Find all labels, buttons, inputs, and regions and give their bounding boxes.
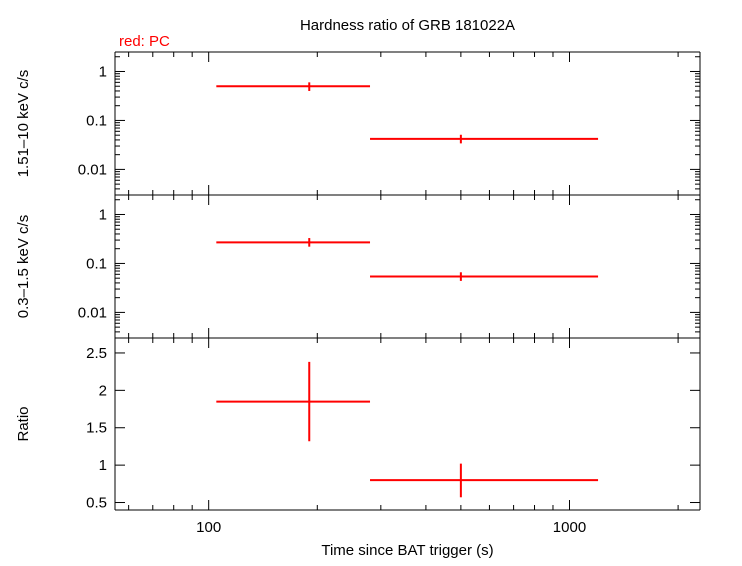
y-tick-label: 0.5 (86, 495, 107, 512)
x-axis-label: Time since BAT trigger (s) (321, 542, 493, 559)
y-tick-label: 2 (99, 382, 107, 399)
y-tick-label: 0.1 (86, 112, 107, 129)
y-tick-label: 1 (99, 63, 107, 80)
chart-title: Hardness ratio of GRB 181022A (300, 17, 515, 34)
y-axis-label: 1.51–10 keV c/s (15, 70, 32, 178)
y-tick-label: 0.01 (78, 304, 107, 321)
y-tick-label: 2.5 (86, 345, 107, 362)
x-tick-label: 1000 (553, 519, 586, 536)
y-axis-label: 0.3–1.5 keV c/s (15, 215, 32, 318)
x-tick-label: 100 (196, 519, 221, 536)
y-tick-label: 0.1 (86, 255, 107, 272)
y-tick-label: 0.01 (78, 161, 107, 178)
y-axis-label: Ratio (15, 406, 32, 441)
y-tick-label: 1.5 (86, 420, 107, 437)
y-tick-label: 1 (99, 457, 107, 474)
legend-text: red: PC (119, 33, 170, 50)
y-tick-label: 1 (99, 206, 107, 223)
